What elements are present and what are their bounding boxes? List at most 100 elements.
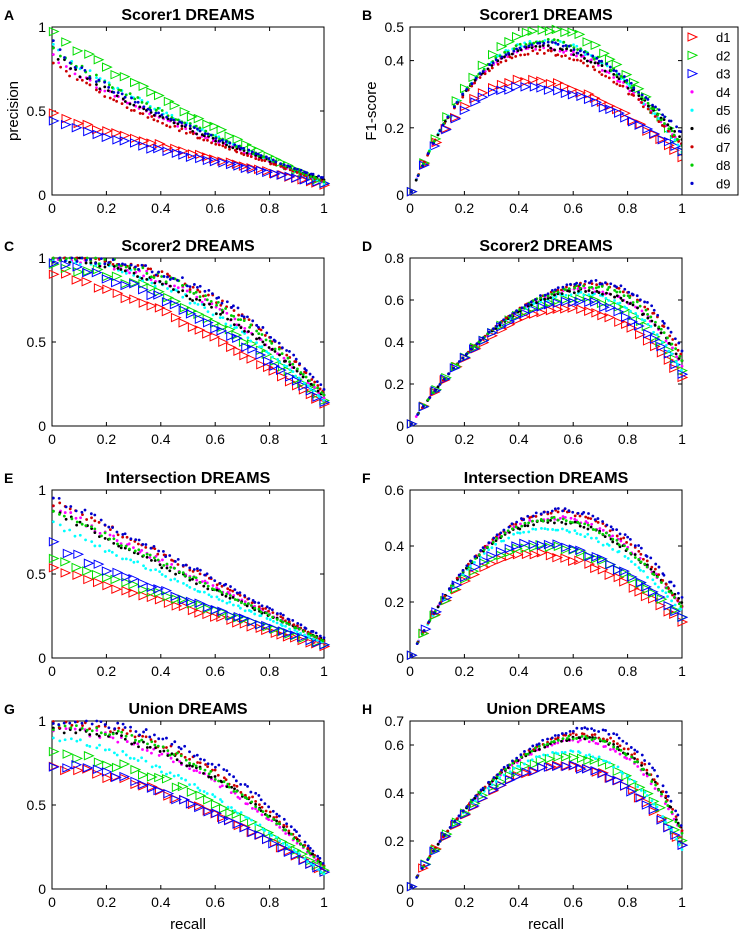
point-d5 [602, 759, 606, 763]
point-d8 [198, 581, 202, 584]
point-d3 [120, 280, 132, 291]
point-d1 [520, 76, 532, 87]
point-d6 [553, 293, 556, 297]
point-d5 [115, 753, 119, 757]
point-d7 [478, 76, 482, 79]
panel-title: Intersection DREAMS [464, 470, 629, 487]
point-d6 [546, 44, 550, 47]
point-d3 [469, 801, 480, 811]
point-d8 [427, 150, 431, 153]
point-d9 [140, 263, 144, 267]
point-d7 [224, 778, 228, 782]
point-d3 [268, 623, 280, 634]
point-d6 [436, 385, 440, 389]
point-d7 [575, 58, 579, 62]
point-d8 [142, 554, 146, 557]
point-d8 [58, 54, 62, 58]
point-d8 [292, 837, 296, 841]
point-d5 [78, 263, 82, 266]
y-axis-label: precision [5, 81, 22, 141]
point-d1 [628, 583, 640, 593]
point-d9 [198, 129, 202, 133]
point-d1 [154, 594, 166, 605]
point-d4 [642, 773, 646, 776]
point-d6 [95, 732, 99, 736]
point-d8 [181, 571, 185, 575]
point-d9 [427, 620, 431, 624]
point-d3 [574, 296, 586, 307]
point-d7 [206, 138, 209, 142]
point-d8 [546, 294, 550, 298]
point-d8 [140, 738, 144, 742]
panel-title: Union DREAMS [486, 701, 605, 718]
point-d6 [119, 546, 123, 550]
point-d5 [95, 746, 99, 750]
point-d5 [275, 835, 278, 839]
point-d6 [278, 353, 281, 357]
point-d9 [465, 87, 469, 91]
point-d6 [583, 57, 586, 60]
point-d8 [321, 639, 325, 643]
point-d3 [619, 566, 630, 576]
point-d9 [535, 743, 539, 747]
point-d3 [642, 124, 654, 134]
point-d6 [583, 737, 587, 741]
point-d9 [481, 786, 485, 790]
point-d9 [318, 856, 322, 860]
point-d8 [94, 73, 98, 77]
point-d5 [655, 805, 659, 809]
point-d8 [120, 730, 124, 734]
point-d8 [607, 286, 611, 289]
point-d9 [238, 591, 242, 595]
point-d5 [482, 552, 486, 555]
point-d5 [601, 543, 605, 547]
point-d6 [273, 349, 277, 353]
point-d7 [531, 49, 535, 53]
point-d2 [544, 298, 556, 308]
point-d5 [586, 532, 590, 536]
x-tick-label: 1 [320, 200, 328, 216]
point-d9 [594, 279, 598, 282]
point-d3 [261, 620, 272, 631]
point-d9 [492, 776, 496, 779]
point-d5 [236, 811, 239, 815]
point-d3 [289, 630, 301, 640]
point-d9 [575, 726, 579, 730]
x-tick-label: 0.4 [151, 894, 171, 910]
point-d1 [663, 607, 675, 617]
point-d6 [181, 289, 185, 293]
point-d2 [544, 26, 556, 36]
point-d2 [576, 753, 588, 764]
point-d7 [115, 99, 119, 103]
point-d9 [654, 562, 658, 566]
point-d5 [281, 842, 285, 845]
point-d4 [211, 139, 215, 143]
point-d5 [202, 790, 206, 793]
point-d8 [275, 618, 279, 621]
point-d5 [215, 595, 219, 599]
point-d5 [604, 759, 608, 763]
point-d4 [576, 287, 580, 291]
series-d7 [51, 720, 326, 868]
point-d2 [121, 577, 133, 588]
point-d1 [102, 126, 113, 136]
point-d4 [313, 385, 316, 389]
point-d9 [84, 258, 88, 262]
point-d9 [447, 372, 450, 376]
point-d7 [260, 805, 264, 809]
point-d8 [178, 570, 181, 574]
point-d9 [595, 56, 599, 60]
point-d5 [531, 527, 535, 531]
point-d9 [496, 773, 499, 776]
point-d9 [254, 791, 258, 795]
point-d5 [188, 301, 192, 305]
point-d2 [669, 605, 681, 615]
point-d9 [448, 825, 452, 829]
point-d2 [431, 384, 443, 395]
point-d6 [530, 46, 534, 50]
point-d9 [441, 123, 445, 127]
